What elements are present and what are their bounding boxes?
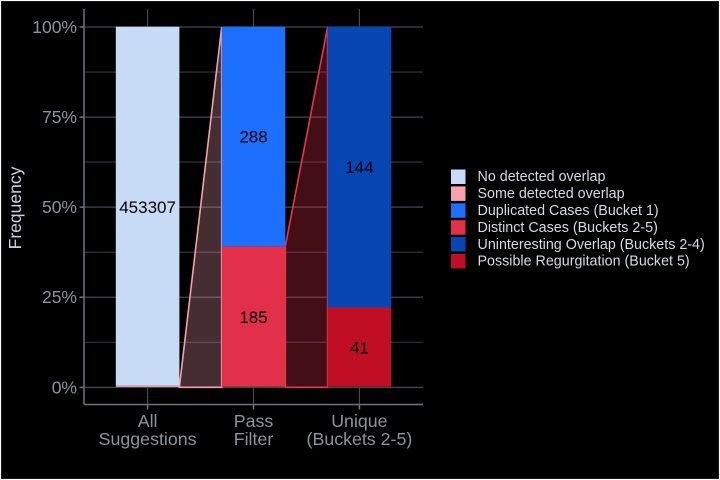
svg-text:41: 41 [350,338,369,357]
svg-text:Distinct Cases (Buckets 2-5): Distinct Cases (Buckets 2-5) [478,220,658,236]
svg-text:All: All [138,411,158,431]
svg-text:Suggestions: Suggestions [99,429,197,449]
svg-text:50%: 50% [42,197,77,217]
svg-text:Duplicated Cases (Bucket 1): Duplicated Cases (Bucket 1) [478,203,659,219]
svg-text:144: 144 [345,158,373,177]
svg-text:(Buckets 2-5): (Buckets 2-5) [307,429,413,449]
svg-text:75%: 75% [42,107,77,127]
svg-text:Filter: Filter [234,429,274,449]
svg-text:25%: 25% [42,287,77,307]
svg-text:No detected overlap: No detected overlap [478,169,606,185]
svg-text:453307: 453307 [119,198,176,217]
svg-text:100%: 100% [32,17,77,37]
svg-text:Possible Regurgitation (Bucket: Possible Regurgitation (Bucket 5) [478,254,690,270]
svg-text:Unique: Unique [331,411,387,431]
svg-text:Frequency: Frequency [5,166,25,249]
svg-text:Some detected overlap: Some detected overlap [478,186,625,202]
svg-text:185: 185 [239,308,267,327]
svg-text:0%: 0% [52,377,77,397]
svg-text:Pass: Pass [234,411,274,431]
svg-text:Uninteresting Overlap (Buckets: Uninteresting Overlap (Buckets 2-4) [478,237,705,253]
svg-text:288: 288 [239,128,267,147]
